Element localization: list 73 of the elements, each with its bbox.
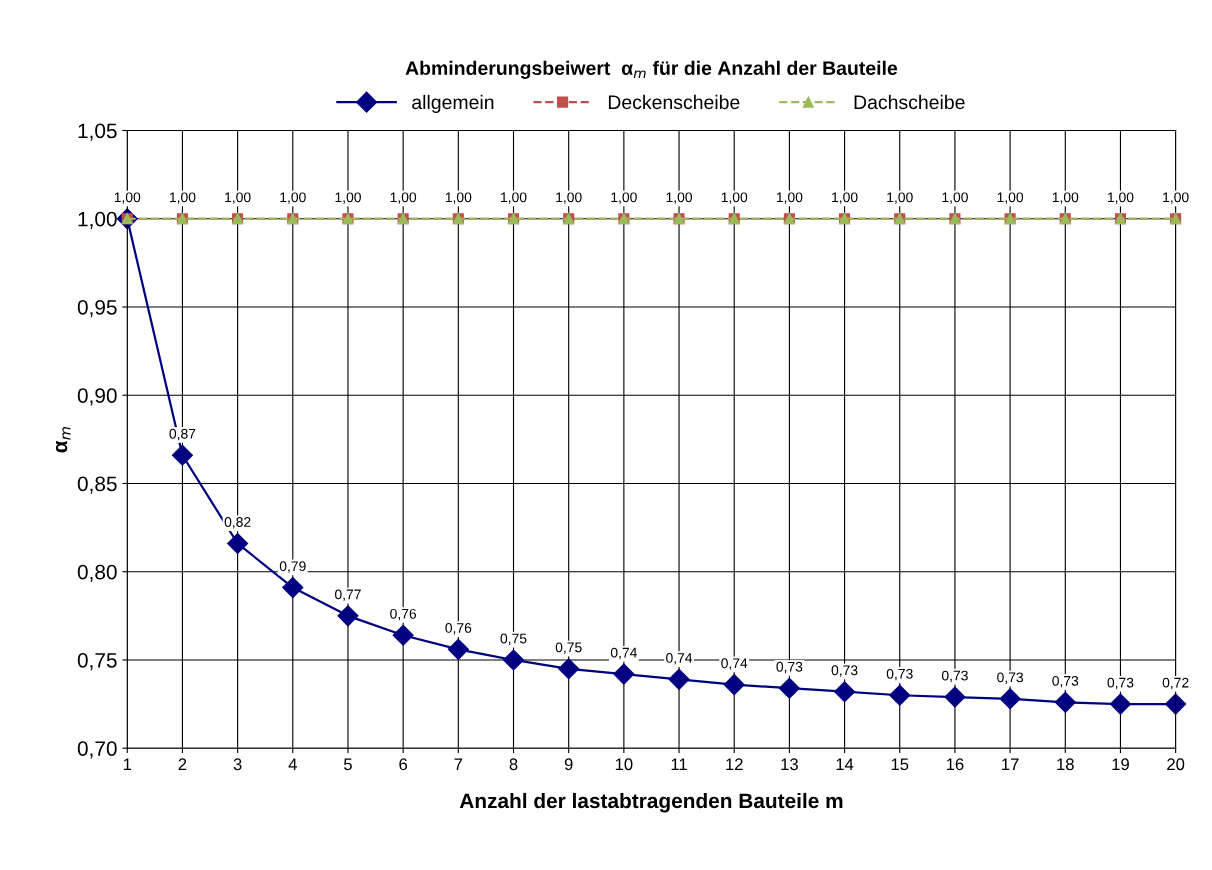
data-label: 0,75: [555, 642, 582, 654]
data-label: 0,82: [224, 517, 251, 529]
data-label: 0,73: [886, 668, 913, 681]
data-label: 0,73: [1052, 675, 1079, 688]
x-tick-label: 15: [891, 758, 909, 771]
data-label: 0,73: [997, 672, 1024, 684]
data-label: 1,00: [390, 192, 417, 204]
data-label: 1,00: [1163, 192, 1189, 204]
data-label: 1,00: [997, 192, 1024, 204]
data-label: 1,00: [169, 192, 196, 204]
data-label: 0,74: [666, 653, 693, 665]
data-label: 0,77: [335, 589, 361, 601]
x-tick-label: 19: [1112, 758, 1129, 771]
data-label: 1,00: [501, 192, 527, 204]
y-tick-label: 0,75: [77, 652, 117, 671]
data-label: 0,79: [279, 561, 306, 573]
x-tick-label: 8: [509, 758, 518, 771]
x-tick-label: 17: [1002, 758, 1019, 770]
legend-label: allgemein: [412, 94, 494, 113]
x-tick-label: 18: [1057, 758, 1074, 771]
data-label: 0,72: [1162, 677, 1189, 690]
data-label: 1,00: [114, 192, 141, 204]
data-label: 0,74: [610, 647, 637, 660]
x-tick-label: 5: [344, 758, 352, 771]
y-tick-label: 0,80: [77, 564, 117, 582]
x-tick-label: 10: [615, 758, 633, 771]
data-label: 0,76: [445, 623, 472, 635]
y-tick-label: 0,70: [77, 741, 117, 759]
x-tick-label: 13: [781, 758, 798, 771]
legend-label: Dachscheibe: [854, 94, 965, 110]
x-axis-title: Anzahl der lastabtragenden Bauteile m: [459, 792, 843, 813]
data-label: 1,00: [611, 192, 637, 204]
data-label: 1,00: [776, 192, 803, 204]
data-label: 1,00: [1052, 192, 1079, 204]
data-label: 1,00: [556, 192, 582, 204]
data-label: 1,00: [225, 192, 251, 204]
data-label: 0,74: [721, 658, 748, 670]
data-label: 1,00: [280, 192, 306, 204]
y-tick-label: 0,95: [77, 299, 117, 318]
data-label: 1,00: [1108, 192, 1134, 204]
y-tick-label: 1,00: [78, 211, 117, 229]
x-tick-label: 6: [399, 758, 408, 771]
x-tick-label: 20: [1167, 758, 1185, 771]
data-label: 0,87: [169, 428, 196, 441]
x-tick-label: 11: [671, 758, 687, 770]
data-label: 0,75: [500, 633, 527, 646]
y-tick-label: 0,85: [77, 476, 117, 494]
data-label: 1,00: [942, 192, 968, 204]
y-tick-label: 1,05: [78, 123, 117, 141]
data-label: 0,76: [390, 608, 417, 621]
data-label: 1,00: [721, 192, 748, 204]
data-label: 1,00: [887, 192, 913, 204]
data-label: 0,73: [1107, 677, 1134, 690]
x-tick-label: 1: [123, 758, 132, 770]
legend-label: Deckenscheibe: [608, 94, 740, 110]
data-label: 0,73: [776, 661, 803, 674]
data-label: 1,00: [335, 192, 361, 204]
x-tick-label: 3: [233, 758, 242, 771]
y-tick-label: 0,90: [77, 388, 117, 406]
data-label: 1,00: [832, 192, 858, 204]
x-tick-label: 2: [178, 758, 187, 770]
data-label: 0,73: [941, 670, 968, 683]
y-axis-title: α$_{m}$: [55, 427, 71, 453]
x-tick-label: 12: [726, 758, 743, 770]
data-label: 1,00: [445, 192, 472, 204]
x-tick-label: 9: [564, 758, 573, 771]
x-tick-label: 16: [946, 758, 964, 771]
x-tick-label: 7: [454, 758, 463, 770]
data-label: 0,73: [831, 665, 858, 677]
x-tick-label: 14: [836, 758, 854, 770]
data-label: 1,00: [666, 192, 693, 204]
x-tick-label: 4: [288, 758, 297, 770]
chart-title: Abminderungsbeiwert α$_{m}$ für die Anzahl der Bauteile: [405, 60, 898, 79]
